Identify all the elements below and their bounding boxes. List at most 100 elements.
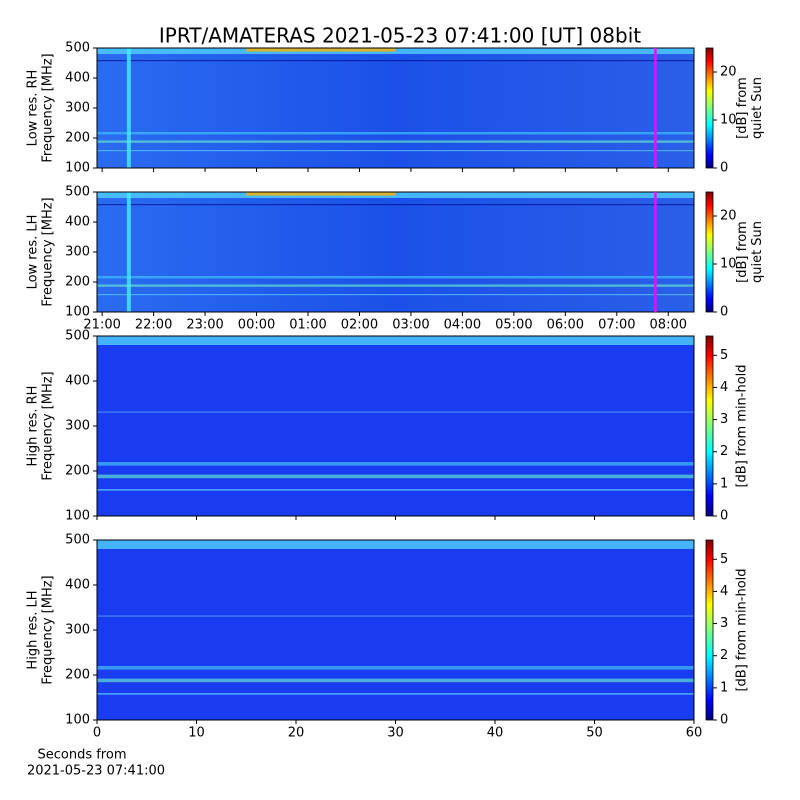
- spectrogram-band: [97, 132, 694, 135]
- colorbar: [705, 47, 714, 169]
- spectrogram-image: [97, 540, 694, 720]
- spectrogram-band: [97, 462, 694, 466]
- spectrogram-band: [97, 336, 694, 345]
- colorbar: [705, 191, 714, 313]
- spectrogram-band: [97, 474, 694, 479]
- colorbar-tick-label: 0: [720, 161, 728, 176]
- y-tick-label: 400: [65, 374, 90, 389]
- x-tick-label: 30: [387, 726, 404, 741]
- x-tick-label: 20: [288, 726, 305, 741]
- spectrogram-burst: [126, 48, 131, 168]
- colorbar-tick-label: 3: [720, 412, 728, 427]
- x-tick-label: 06:00: [547, 318, 584, 333]
- colorbar-tick-label: 4: [720, 380, 728, 395]
- colorbar-label: [dB] from min-hold: [735, 364, 750, 487]
- x-tick-label: 50: [586, 726, 603, 741]
- x-axis-label: 2021-05-23 07:41:00: [27, 764, 165, 779]
- y-tick-label: 100: [65, 305, 90, 320]
- colorbar-tick-label: 20: [720, 65, 737, 80]
- colorbar-label: [dB] from min-hold: [735, 568, 750, 691]
- x-tick-label: 10: [188, 726, 205, 741]
- y-tick-label: 300: [65, 245, 90, 260]
- x-tick-label: 04:00: [444, 318, 481, 333]
- figure-title: IPRT/AMATERAS 2021-05-23 07:41:00 [UT] 0…: [159, 24, 641, 48]
- spectrogram-image: [97, 336, 694, 516]
- x-tick-label: 02:00: [341, 318, 378, 333]
- spectrogram-band: [97, 489, 694, 491]
- y-tick-label: 500: [65, 185, 90, 200]
- y-axis-label: Low res. LH: [26, 215, 41, 290]
- y-tick-label: 200: [65, 275, 90, 290]
- y-tick-label: 500: [65, 41, 90, 56]
- y-axis-label: High res. LH: [26, 590, 41, 669]
- spectrogram-image: [97, 48, 694, 168]
- y-axis-label: Frequency [MHz]: [41, 197, 56, 306]
- spectrogram-band: [97, 276, 694, 279]
- colorbar-label: [dB] from: [735, 221, 750, 283]
- y-tick-label: 400: [65, 215, 90, 230]
- colorbar-tick-label: 0: [720, 713, 728, 728]
- y-tick-label: 200: [65, 464, 90, 479]
- x-tick-label: 08:00: [650, 318, 687, 333]
- x-tick-label: 00:00: [238, 318, 275, 333]
- x-tick-label: 23:00: [186, 318, 223, 333]
- colorbar-tick-label: 4: [720, 584, 728, 599]
- spectrogram-band: [97, 150, 694, 152]
- colorbar-tick-label: 2: [720, 444, 728, 459]
- colorbar: [705, 539, 714, 721]
- y-tick-label: 300: [65, 101, 90, 116]
- x-axis-label: Seconds from: [37, 748, 126, 763]
- spectrogram-band: [246, 48, 396, 52]
- colorbar-tick-label: 2: [720, 648, 728, 663]
- spectrogram-band: [97, 60, 694, 62]
- x-tick-label: 21:00: [83, 318, 120, 333]
- y-tick-label: 500: [65, 533, 90, 548]
- y-tick-label: 100: [65, 509, 90, 524]
- y-tick-label: 200: [65, 131, 90, 146]
- spectrogram-band: [97, 693, 694, 695]
- colorbar-label: [dB] from: [735, 77, 750, 139]
- colorbar-tick-label: 20: [720, 209, 737, 224]
- x-tick-label: 0: [93, 726, 101, 741]
- y-axis-label: Frequency [MHz]: [41, 575, 56, 684]
- colorbar-tick-label: 5: [720, 348, 728, 363]
- x-tick-label: 40: [487, 726, 504, 741]
- x-tick-label: 22:00: [135, 318, 172, 333]
- y-axis-label: High res. RH: [26, 386, 41, 467]
- colorbar-tick-label: 3: [720, 616, 728, 631]
- y-axis-label: Low res. RH: [26, 70, 41, 147]
- x-tick-label: 01:00: [289, 318, 326, 333]
- spectrogram-band: [97, 540, 694, 549]
- colorbar-tick-label: 1: [720, 680, 728, 695]
- spectrogram-band: [97, 284, 694, 287]
- y-tick-label: 500: [65, 329, 90, 344]
- colorbar-tick-label: 0: [720, 305, 728, 320]
- y-axis-label: Frequency [MHz]: [41, 371, 56, 480]
- colorbar-tick-label: 0: [720, 509, 728, 524]
- colorbar-label: quiet Sun: [750, 77, 765, 139]
- y-tick-label: 100: [65, 161, 90, 176]
- spectrogram-band: [97, 294, 694, 296]
- colorbar-tick-label: 10: [720, 257, 737, 272]
- spectrogram-image: [97, 192, 694, 312]
- x-tick-label: 03:00: [392, 318, 429, 333]
- colorbar-tick-label: 1: [720, 476, 728, 491]
- y-axis-label: Frequency [MHz]: [41, 53, 56, 162]
- colorbar-label: quiet Sun: [750, 221, 765, 283]
- spectrogram-band: [246, 192, 396, 196]
- x-tick-label: 07:00: [598, 318, 635, 333]
- y-tick-label: 400: [65, 578, 90, 593]
- spectrogram-band: [97, 411, 694, 413]
- colorbar-tick-label: 5: [720, 552, 728, 567]
- colorbar: [705, 335, 714, 517]
- spectrogram-band: [97, 678, 694, 683]
- y-tick-label: 300: [65, 419, 90, 434]
- colorbar-tick-label: 10: [720, 113, 737, 128]
- y-tick-label: 100: [65, 713, 90, 728]
- spectrogram-band: [97, 615, 694, 617]
- spectrogram-burst: [126, 192, 131, 312]
- y-tick-label: 400: [65, 71, 90, 86]
- spectrogram-band: [97, 204, 694, 206]
